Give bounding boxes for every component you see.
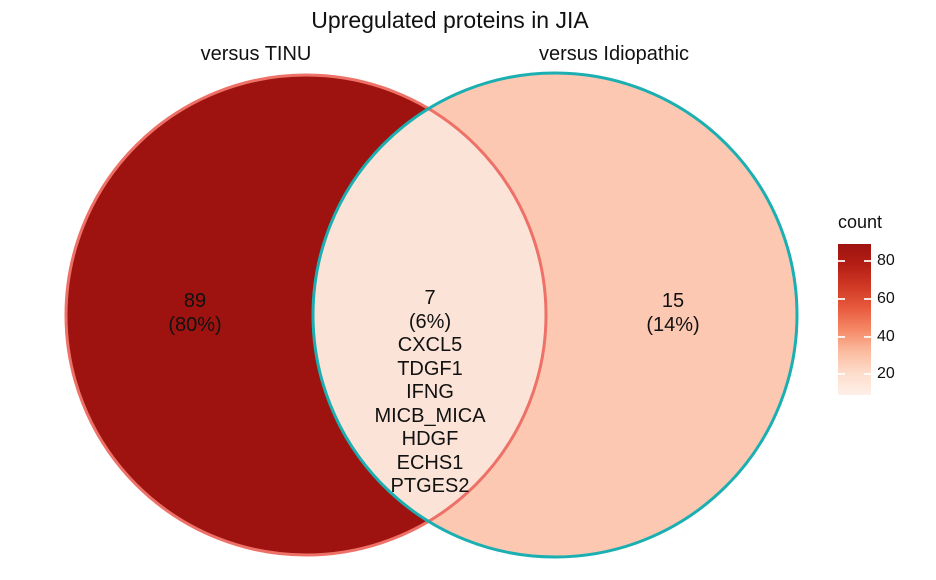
set-label-versus-idiopathic: versus Idiopathic: [538, 43, 690, 65]
intersection-stats: 7 (6%) CXCL5 TDGF1 IFNG MICB_MICA HDGF E…: [320, 287, 540, 499]
intersection-protein: MICB_MICA: [374, 404, 486, 427]
intersection-protein: TDGF1: [397, 357, 463, 380]
venn-circle-right-outline: [311, 71, 799, 559]
set-label-versus-tinu: versus TINU: [200, 43, 312, 65]
chart-title: Upregulated proteins in JIA: [311, 7, 589, 33]
legend-tick-mark: [838, 373, 845, 375]
legend-tick-mark: [838, 336, 845, 338]
legend-tick-mark: [864, 298, 871, 300]
intersection-percent: (6%): [408, 310, 452, 333]
legend-tick-mark: [864, 260, 871, 262]
intersection-protein: PTGES2: [390, 475, 470, 497]
count-legend: count 80 60 40 20: [838, 212, 895, 395]
venn-circle-left-outline: [64, 73, 548, 557]
legend-tick-mark: [864, 336, 871, 338]
right-region-percent: (14%): [646, 314, 700, 336]
legend-tick-label: 40: [877, 328, 895, 345]
intersection-protein: ECHS1: [396, 451, 464, 474]
intersection-protein: CXCL5: [397, 334, 463, 356]
left-region-stats: 89 (80%): [85, 289, 305, 337]
legend-tick-mark: [838, 260, 845, 262]
left-region-count: 89: [183, 290, 207, 312]
right-region-stats: 15 (14%): [563, 289, 783, 337]
intersection-protein: IFNG: [406, 381, 454, 403]
intersection-count: 7: [424, 287, 436, 309]
legend-gradient-bar: 80 60 40 20: [838, 244, 895, 395]
legend-tick-mark: [864, 373, 871, 375]
legend-tick-label: 60: [877, 290, 895, 307]
legend-tick-mark: [838, 298, 845, 300]
legend-tick-label: 80: [877, 252, 895, 269]
venn-intersection-region: [312, 108, 547, 522]
legend-title: count: [838, 212, 883, 232]
legend-tick-label: 20: [877, 365, 895, 382]
right-region-count: 15: [661, 290, 685, 312]
intersection-protein: HDGF: [401, 428, 459, 450]
left-region-percent: (80%): [168, 314, 222, 336]
